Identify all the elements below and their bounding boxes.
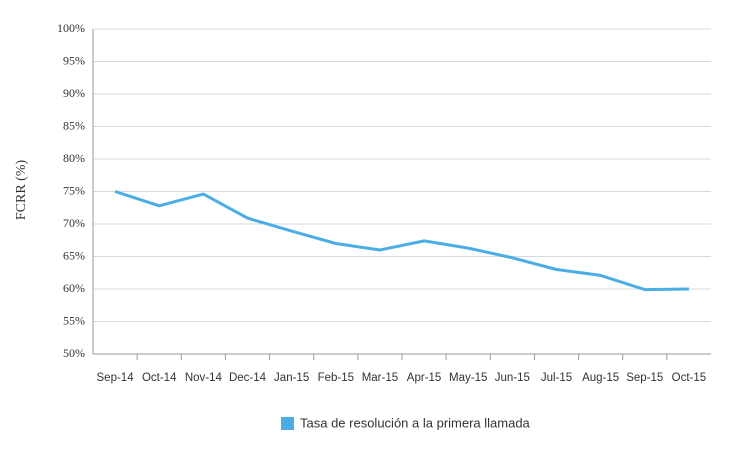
y-tick-label: 70% [63, 216, 85, 230]
x-tick-label: Oct-14 [142, 372, 177, 384]
x-tick-label: Sep-14 [97, 372, 135, 384]
data-line [114, 190, 689, 292]
x-tick-label: Sep-15 [626, 372, 663, 384]
x-tick-label: Dec-14 [229, 372, 267, 384]
legend-label: Tasa de resolución a la primera llamada [300, 415, 531, 430]
y-tick-label: 60% [63, 281, 85, 295]
x-tick-label: Aug-15 [582, 372, 619, 384]
x-tick-label: Jan-15 [274, 372, 309, 384]
x-tick-label: Mar-15 [362, 372, 398, 384]
x-tick-label: Apr-15 [407, 372, 442, 384]
y-tick-label: 65% [63, 248, 85, 262]
y-tick-label: 50% [63, 346, 85, 360]
y-tick-label: 80% [63, 151, 85, 165]
legend-swatch [281, 417, 294, 430]
x-tick-label: Nov-14 [185, 372, 223, 384]
x-tick-label: Oct-15 [672, 372, 707, 384]
x-tick-label: Jun-15 [495, 372, 530, 384]
y-tick-label: 90% [63, 86, 85, 100]
y-tick-label: 85% [63, 118, 85, 132]
x-tick-label: Jul-15 [541, 372, 572, 384]
x-tick-label: Feb-15 [318, 372, 354, 384]
y-tick-label: 95% [63, 53, 85, 67]
y-axis-title: FCRR (%) [14, 160, 29, 221]
x-tick-label: May-15 [449, 372, 487, 384]
y-tick-label: 100% [57, 21, 85, 35]
y-tick-label: 55% [63, 313, 85, 327]
y-tick-label: 75% [63, 183, 85, 197]
